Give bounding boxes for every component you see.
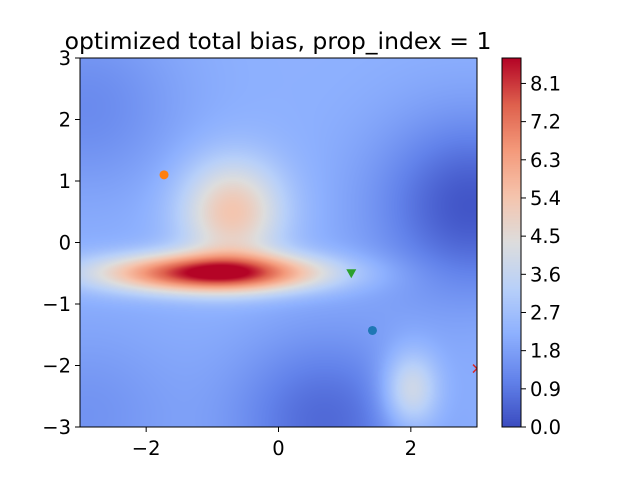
colorbar-tick-label: 1.8 bbox=[530, 340, 561, 363]
colorbar-tick-label: 7.2 bbox=[530, 111, 561, 134]
colorbar-tick-label: 3.6 bbox=[530, 263, 561, 286]
x-tick-label: −2 bbox=[132, 437, 161, 460]
red-x-marker bbox=[472, 364, 477, 374]
y-tick-label: 0 bbox=[59, 232, 71, 255]
colorbar-tick-label: 0.9 bbox=[530, 378, 561, 401]
y-tick-label: −3 bbox=[42, 416, 71, 439]
y-axis: −3 −2 −1 0 1 2 3 bbox=[42, 47, 80, 439]
y-tick-label: 1 bbox=[59, 170, 71, 193]
colorbar-tick-label: 8.1 bbox=[530, 72, 561, 95]
x-tick-label: 2 bbox=[405, 437, 417, 460]
y-tick-label: 2 bbox=[59, 109, 71, 132]
colorbar-gradient bbox=[502, 58, 521, 427]
colorbar-tick-label: 5.4 bbox=[530, 187, 561, 210]
colorbar-tick-label: 2.7 bbox=[530, 301, 561, 324]
markers bbox=[159, 170, 477, 374]
x-axis: −2 0 2 bbox=[132, 427, 417, 460]
colorbar-tick-label: 4.5 bbox=[530, 225, 561, 248]
orange-point-marker bbox=[159, 170, 169, 180]
x-tick-label: 0 bbox=[272, 437, 284, 460]
colorbar-ticks: 0.0 0.9 1.8 2.7 3.6 4.5 5.4 6.3 7.2 8.1 bbox=[521, 72, 561, 439]
green-triangle-marker bbox=[346, 269, 357, 279]
y-tick-label: −2 bbox=[42, 355, 71, 378]
colorbar-tick-label: 0.0 bbox=[530, 416, 561, 439]
y-tick-label: 3 bbox=[59, 47, 71, 70]
blue-point-marker bbox=[367, 325, 377, 335]
chart-title: optimized total bias, prop_index = 1 bbox=[65, 27, 492, 55]
y-tick-label: −1 bbox=[42, 293, 71, 316]
heatmap-area bbox=[80, 58, 477, 427]
colorbar: 0.0 0.9 1.8 2.7 3.6 4.5 5.4 6.3 7.2 8.1 bbox=[501, 57, 561, 439]
heatmap-canvas bbox=[80, 58, 477, 427]
colorbar-frame bbox=[501, 57, 522, 428]
colorbar-tick-label: 6.3 bbox=[530, 149, 561, 172]
